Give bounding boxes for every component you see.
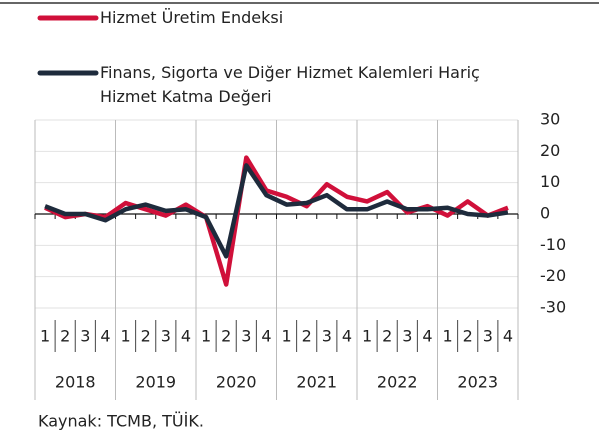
x-tick-label: 1 xyxy=(40,327,50,346)
x-tick-label: 4 xyxy=(181,327,191,346)
x-tick-label: 1 xyxy=(281,327,291,346)
x-tick-label: 3 xyxy=(402,327,412,346)
x-tick-label: 4 xyxy=(100,327,110,346)
year-label: 2022 xyxy=(377,373,418,392)
y-tick-label: 30 xyxy=(540,110,560,129)
x-tick-label: 1 xyxy=(201,327,211,346)
x-tick-label: 3 xyxy=(322,327,332,346)
source: Kaynak: TCMB, TÜİK. xyxy=(38,412,204,431)
x-tick-label: 1 xyxy=(362,327,372,346)
y-tick-label: -10 xyxy=(540,235,566,254)
x-tick-label: 1 xyxy=(442,327,452,346)
x-tick-label: 3 xyxy=(80,327,90,346)
year-label: 2021 xyxy=(296,373,337,392)
y-tick-label: -20 xyxy=(540,266,566,285)
x-tick-label: 4 xyxy=(422,327,432,346)
y-tick-label: 10 xyxy=(540,172,560,191)
x-tick-label: 2 xyxy=(382,327,392,346)
x-tick-label: 2 xyxy=(463,327,473,346)
x-tick-label: 2 xyxy=(302,327,312,346)
x-tick-label: 4 xyxy=(342,327,352,346)
legend-label: Hizmet Üretim Endeksi xyxy=(100,8,284,27)
y-tick-label: -30 xyxy=(540,298,566,317)
x-tick-label: 4 xyxy=(261,327,271,346)
x-tick-label: 3 xyxy=(161,327,171,346)
x-tick-label: 2 xyxy=(221,327,231,346)
y-tick-label: 20 xyxy=(540,141,560,160)
series-line xyxy=(44,163,509,259)
year-label: 2018 xyxy=(55,373,96,392)
y-tick-label: 0 xyxy=(540,204,550,223)
year-label: 2019 xyxy=(135,373,176,392)
x-tick-label: 1 xyxy=(120,327,130,346)
x-tick-label: 2 xyxy=(60,327,70,346)
year-label: 2023 xyxy=(457,373,498,392)
x-tick-label: 3 xyxy=(483,327,493,346)
legend-label: Finans, Sigorta ve Diğer Hizmet Kalemler… xyxy=(100,63,480,106)
x-tick-label: 4 xyxy=(503,327,513,346)
x-tick-label: 2 xyxy=(141,327,151,346)
x-tick-label: 3 xyxy=(241,327,251,346)
year-label: 2020 xyxy=(216,373,257,392)
